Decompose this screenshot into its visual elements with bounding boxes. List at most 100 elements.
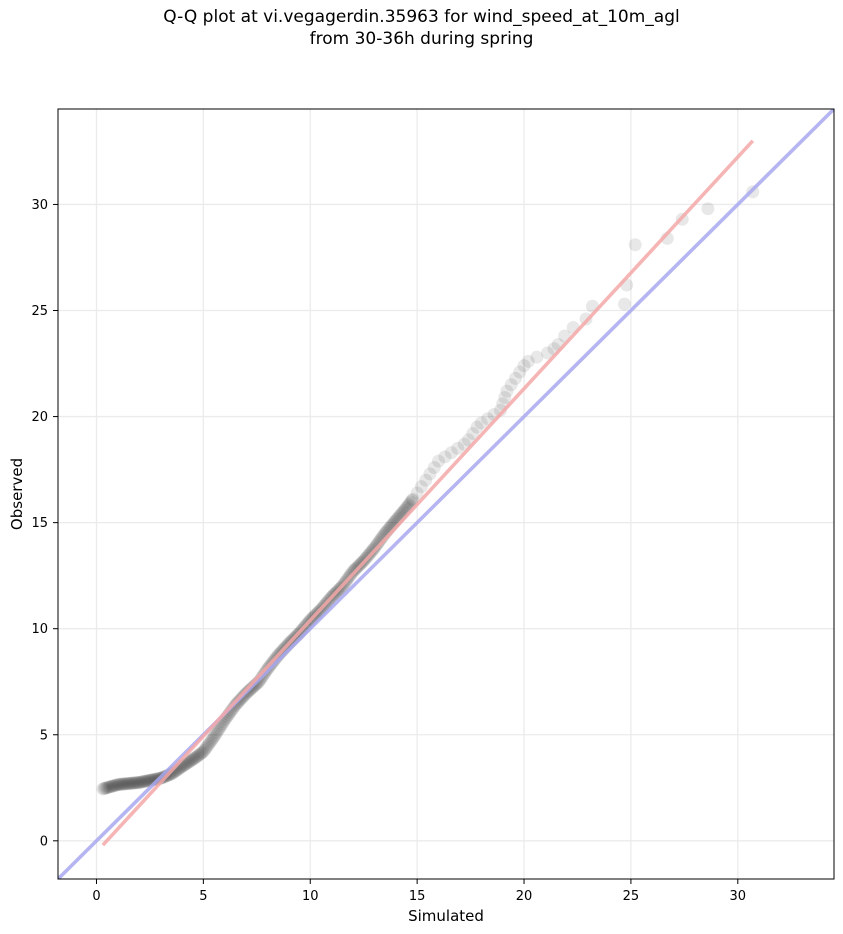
data-point	[628, 238, 642, 252]
data-point	[213, 721, 227, 735]
data-point	[410, 486, 424, 500]
data-point	[106, 779, 120, 793]
data-point	[372, 535, 386, 549]
data-point	[182, 755, 196, 769]
data-point	[137, 775, 151, 789]
data-point	[541, 346, 555, 360]
y-tick-label: 30	[31, 198, 48, 213]
y-tick-label: 5	[40, 728, 48, 743]
y-tick-label: 0	[40, 834, 48, 849]
data-point	[530, 350, 544, 364]
data-point	[195, 746, 209, 760]
grid-lines	[58, 109, 834, 879]
data-point	[432, 454, 446, 468]
y-tick-label: 25	[31, 304, 48, 319]
y-tick-label: 10	[31, 622, 48, 637]
data-point	[406, 492, 420, 506]
data-point	[96, 782, 110, 796]
x-tick-label: 5	[199, 889, 207, 904]
data-point	[187, 752, 201, 766]
data-point	[508, 371, 522, 385]
data-point	[122, 777, 136, 791]
data-point	[107, 779, 121, 793]
data-point	[207, 729, 221, 743]
x-tick-label: 0	[92, 889, 100, 904]
data-point	[116, 777, 130, 791]
data-point	[127, 776, 141, 790]
data-point	[405, 493, 419, 507]
data-point	[111, 778, 125, 792]
data-point	[133, 775, 147, 789]
data-point	[97, 781, 111, 795]
data-point	[370, 537, 384, 551]
data-point	[132, 776, 146, 790]
data-point	[209, 727, 223, 741]
data-point	[504, 378, 518, 392]
data-point	[438, 450, 452, 464]
data-point	[113, 777, 127, 791]
data-point	[101, 780, 115, 794]
data-point	[466, 427, 480, 441]
data-point	[125, 776, 139, 790]
data-point	[202, 736, 216, 750]
data-point	[110, 778, 124, 792]
data-point	[618, 297, 632, 311]
x-tick-label: 15	[409, 889, 426, 904]
data-point	[136, 775, 150, 789]
data-point	[102, 780, 116, 794]
data-point	[369, 539, 383, 553]
data-point	[200, 740, 214, 754]
data-point	[423, 467, 437, 481]
data-point	[183, 754, 197, 768]
data-point	[120, 777, 134, 791]
data-point	[204, 735, 218, 749]
data-point	[118, 777, 132, 791]
data-point	[115, 777, 129, 791]
data-point	[211, 723, 225, 737]
data-point	[196, 745, 210, 759]
axis-ticks: 0 5 10 15 20 25 30 0 5 10 15 20 25 30	[31, 198, 746, 904]
data-point	[419, 473, 433, 487]
data-point	[517, 359, 531, 373]
data-point	[206, 731, 220, 745]
x-tick-label: 20	[516, 889, 533, 904]
x-tick-label: 25	[623, 889, 640, 904]
y-axis-label: Observed	[8, 458, 26, 530]
plot-frame	[57, 108, 835, 880]
data-point	[474, 416, 488, 430]
data-point	[100, 781, 114, 795]
fit-line	[101, 139, 755, 847]
data-point	[140, 774, 154, 788]
data-point	[494, 403, 508, 417]
y-tick-label: 15	[31, 516, 48, 531]
data-point	[98, 781, 112, 795]
data-point	[104, 780, 118, 794]
data-point	[114, 777, 128, 791]
x-tick-label: 10	[302, 889, 319, 904]
data-point	[444, 446, 458, 460]
data-point	[201, 738, 215, 752]
data-point	[184, 753, 198, 767]
data-point	[181, 756, 195, 770]
data-point	[197, 744, 211, 758]
data-point	[134, 775, 148, 789]
data-point	[124, 776, 138, 790]
data-point	[193, 747, 207, 761]
x-axis-label: Simulated	[408, 907, 484, 925]
chart-title: Q-Q plot at vi.vegagerdin.35963 for wind…	[0, 6, 843, 50]
data-point	[190, 750, 204, 764]
data-point	[119, 777, 133, 791]
data-point	[414, 480, 428, 494]
data-point	[470, 420, 484, 434]
reference-lines	[58, 109, 834, 879]
data-point	[128, 776, 142, 790]
data-point	[191, 749, 205, 763]
data-point	[199, 742, 213, 756]
identity-line	[58, 109, 834, 879]
data-point	[123, 776, 137, 790]
data-point	[521, 354, 535, 368]
data-point	[427, 460, 441, 474]
data-point	[105, 779, 119, 793]
data-point	[188, 751, 202, 765]
